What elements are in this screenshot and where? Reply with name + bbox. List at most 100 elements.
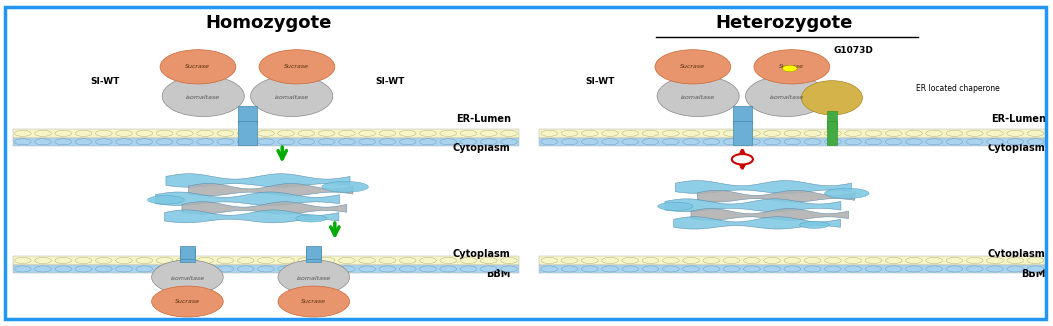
Ellipse shape [298,139,315,145]
Ellipse shape [15,130,32,136]
Ellipse shape [217,258,234,263]
Ellipse shape [379,139,396,145]
Ellipse shape [500,266,517,272]
Ellipse shape [723,258,740,263]
Ellipse shape [886,266,902,272]
FancyBboxPatch shape [13,129,519,138]
Ellipse shape [799,221,829,229]
Ellipse shape [35,258,52,263]
Ellipse shape [217,139,234,145]
Ellipse shape [886,130,902,136]
Ellipse shape [642,266,659,272]
Ellipse shape [824,130,841,136]
FancyBboxPatch shape [306,246,321,259]
Ellipse shape [845,266,861,272]
Ellipse shape [906,130,922,136]
Text: Homozygote: Homozygote [205,14,332,32]
Ellipse shape [15,258,32,263]
Text: SI-WT: SI-WT [585,77,615,86]
Ellipse shape [278,130,295,136]
Ellipse shape [784,130,800,136]
Ellipse shape [866,258,881,263]
FancyBboxPatch shape [827,121,837,145]
Ellipse shape [601,130,618,136]
Ellipse shape [318,130,335,136]
Text: Sucrase: Sucrase [301,299,326,304]
Ellipse shape [197,266,214,272]
Ellipse shape [35,266,52,272]
Ellipse shape [1027,130,1044,136]
Ellipse shape [156,258,173,263]
Ellipse shape [682,258,699,263]
Ellipse shape [237,266,254,272]
Ellipse shape [906,266,922,272]
Ellipse shape [318,139,335,145]
Ellipse shape [784,266,800,272]
Ellipse shape [703,130,719,136]
Ellipse shape [824,266,841,272]
Ellipse shape [845,258,861,263]
Ellipse shape [480,130,497,136]
Polygon shape [664,199,841,212]
Ellipse shape [480,139,497,145]
Ellipse shape [440,139,457,145]
Text: Sucrase: Sucrase [779,64,804,69]
Ellipse shape [258,258,274,263]
Ellipse shape [359,130,376,136]
Ellipse shape [947,258,962,263]
Ellipse shape [1027,258,1044,263]
Ellipse shape [278,258,295,263]
Ellipse shape [177,258,193,263]
Ellipse shape [581,130,598,136]
Ellipse shape [723,139,740,145]
Ellipse shape [379,130,396,136]
Ellipse shape [480,266,497,272]
Ellipse shape [682,266,699,272]
Ellipse shape [96,139,112,145]
Ellipse shape [399,130,416,136]
Ellipse shape [662,130,679,136]
Ellipse shape [824,139,841,145]
Ellipse shape [177,139,193,145]
Text: SI-WT: SI-WT [375,77,404,86]
Ellipse shape [886,258,902,263]
Ellipse shape [743,130,760,136]
Ellipse shape [420,130,436,136]
Ellipse shape [15,139,32,145]
Ellipse shape [804,258,821,263]
Ellipse shape [136,258,153,263]
Ellipse shape [987,139,1004,145]
Text: BBM: BBM [486,270,511,279]
Ellipse shape [278,286,350,317]
Ellipse shape [75,258,92,263]
Ellipse shape [296,215,326,222]
Ellipse shape [622,139,638,145]
Polygon shape [164,210,339,223]
Ellipse shape [96,130,112,136]
Ellipse shape [763,130,780,136]
Polygon shape [166,174,350,187]
Ellipse shape [258,139,274,145]
Ellipse shape [746,76,828,117]
Ellipse shape [866,139,881,145]
FancyBboxPatch shape [539,265,1046,273]
Ellipse shape [987,258,1004,263]
Ellipse shape [561,266,578,272]
Ellipse shape [318,258,335,263]
Text: Sucrase: Sucrase [185,64,211,69]
Ellipse shape [298,258,315,263]
Ellipse shape [1007,266,1024,272]
Text: isomaltase: isomaltase [681,95,715,100]
Ellipse shape [162,76,244,117]
Ellipse shape [703,266,719,272]
Ellipse shape [561,258,578,263]
FancyBboxPatch shape [539,138,1046,146]
Ellipse shape [116,266,133,272]
Ellipse shape [156,130,173,136]
Ellipse shape [662,266,679,272]
Ellipse shape [339,130,355,136]
Ellipse shape [322,181,369,192]
Ellipse shape [743,266,760,272]
Ellipse shape [251,76,333,117]
Ellipse shape [804,139,821,145]
